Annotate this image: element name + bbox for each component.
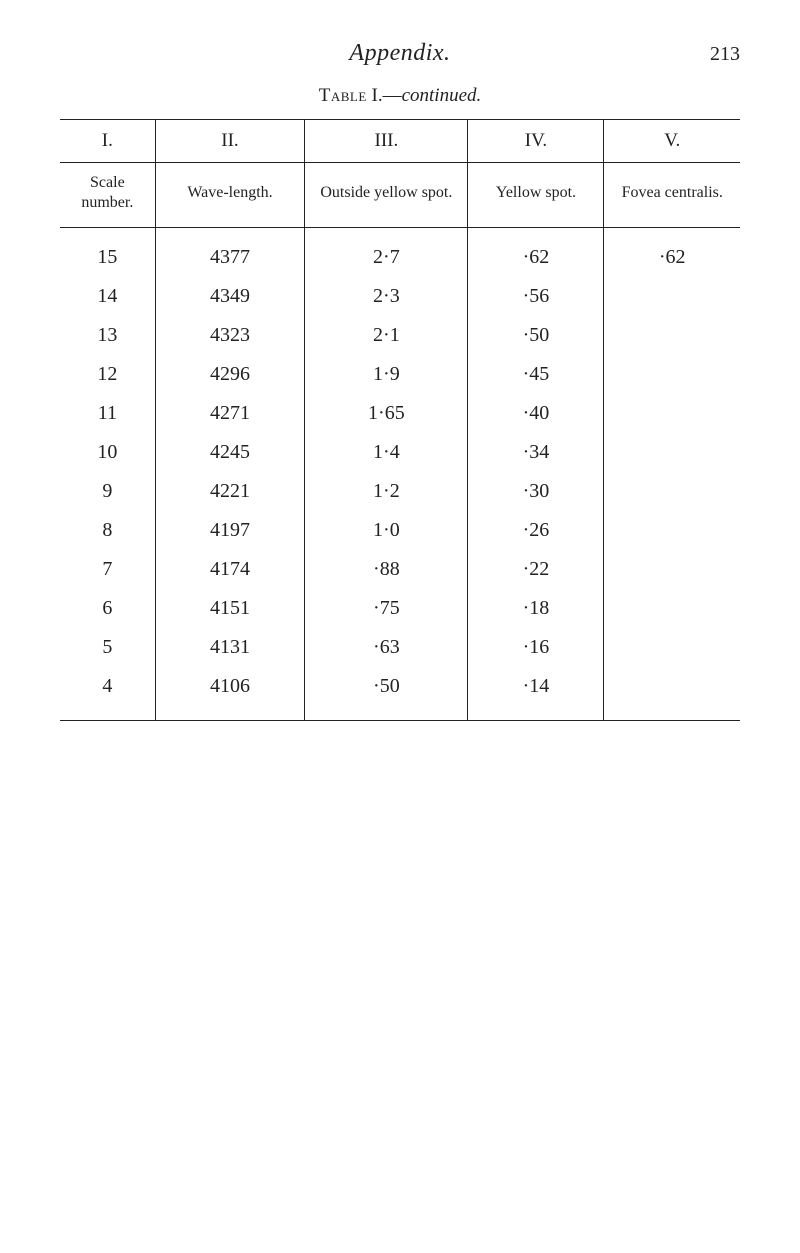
table-cell: ·18 (468, 589, 604, 628)
table-cell: 5 (60, 628, 155, 667)
table-cell: 4323 (155, 316, 305, 355)
table-row: 942211·2·30 (60, 472, 740, 511)
table-cell: 11 (60, 394, 155, 433)
table-cell: 7 (60, 550, 155, 589)
table-cell: 14 (60, 277, 155, 316)
data-table: I. II. III. IV. V. Scale number. Wave-le… (60, 119, 740, 721)
table-row: 64151·75·18 (60, 589, 740, 628)
table-row: 54131·63·16 (60, 628, 740, 667)
table-cell (604, 667, 740, 721)
table-cell (604, 472, 740, 511)
table-cell: 4349 (155, 277, 305, 316)
table-header-label-row: Scale number. Wave-length. Outside yello… (60, 163, 740, 228)
table-cell: ·16 (468, 628, 604, 667)
table-row: 1443492·3·56 (60, 277, 740, 316)
page-number: 213 (680, 43, 740, 66)
table-cell (604, 433, 740, 472)
table-cell: 4221 (155, 472, 305, 511)
table-cell: 4271 (155, 394, 305, 433)
table-cell: ·56 (468, 277, 604, 316)
page-title: Appendix. (120, 40, 680, 67)
table-cell (604, 628, 740, 667)
table-cell: 8 (60, 511, 155, 550)
col-head-roman: I. (60, 120, 155, 163)
table-cell: ·63 (305, 628, 468, 667)
table-cell: 9 (60, 472, 155, 511)
table-cell: 1·0 (305, 511, 468, 550)
table-cell: 2·7 (305, 228, 468, 278)
table-caption: Table I.—continued. (60, 85, 740, 107)
table-cell: 6 (60, 589, 155, 628)
table-cell: ·62 (468, 228, 604, 278)
table-cell: 4106 (155, 667, 305, 721)
table-cell: ·50 (305, 667, 468, 721)
table-cell (604, 589, 740, 628)
table-cell: 10 (60, 433, 155, 472)
table-row: 74174·88·22 (60, 550, 740, 589)
table-cell: 4296 (155, 355, 305, 394)
table-cell: ·26 (468, 511, 604, 550)
table-cell (604, 511, 740, 550)
table-row: 841971·0·26 (60, 511, 740, 550)
table-cell (604, 550, 740, 589)
col-head-label: Yellow spot. (468, 163, 604, 228)
col-head-roman: II. (155, 120, 305, 163)
table-row: 1242961·9·45 (60, 355, 740, 394)
table-cell: 2·1 (305, 316, 468, 355)
col-head-label: Scale number. (60, 163, 155, 228)
table-cell: 1·65 (305, 394, 468, 433)
table-cell: ·22 (468, 550, 604, 589)
table-cell: 4151 (155, 589, 305, 628)
col-head-roman: IV. (468, 120, 604, 163)
table-cell: 15 (60, 228, 155, 278)
table-body: 1543772·7·62·621443492·3·561343232·1·501… (60, 228, 740, 721)
table-cell: 2·3 (305, 277, 468, 316)
table-cell (604, 355, 740, 394)
table-cell: ·75 (305, 589, 468, 628)
table-header-roman-row: I. II. III. IV. V. (60, 120, 740, 163)
caption-roman: I.— (367, 85, 402, 106)
page-container: Appendix. 213 Table I.—continued. I. II.… (0, 0, 800, 721)
col-head-label: Outside yellow spot. (305, 163, 468, 228)
table-cell: ·40 (468, 394, 604, 433)
table-cell: ·34 (468, 433, 604, 472)
caption-suffix: continued. (402, 85, 482, 106)
table-cell (604, 277, 740, 316)
col-head-label: Fovea centralis. (604, 163, 740, 228)
table-cell: ·30 (468, 472, 604, 511)
table-cell: ·45 (468, 355, 604, 394)
table-row: 1142711·65·40 (60, 394, 740, 433)
col-head-roman: V. (604, 120, 740, 163)
col-head-roman: III. (305, 120, 468, 163)
running-header: Appendix. 213 (60, 40, 740, 67)
table-cell: 4174 (155, 550, 305, 589)
table-cell: ·88 (305, 550, 468, 589)
table-row: 44106·50·14 (60, 667, 740, 721)
table-row: 1343232·1·50 (60, 316, 740, 355)
table-cell: 1·4 (305, 433, 468, 472)
table-cell: 13 (60, 316, 155, 355)
table-cell: ·62 (604, 228, 740, 278)
table-cell: 4131 (155, 628, 305, 667)
col-head-label: Wave-length. (155, 163, 305, 228)
table-cell: 4197 (155, 511, 305, 550)
table-row: 1042451·4·34 (60, 433, 740, 472)
table-cell: 1·2 (305, 472, 468, 511)
table-cell (604, 316, 740, 355)
table-cell: 4 (60, 667, 155, 721)
table-cell (604, 394, 740, 433)
table-cell: ·50 (468, 316, 604, 355)
table-cell: 12 (60, 355, 155, 394)
table-cell: 4245 (155, 433, 305, 472)
table-cell: 1·9 (305, 355, 468, 394)
table-cell: 4377 (155, 228, 305, 278)
table-row: 1543772·7·62·62 (60, 228, 740, 278)
caption-prefix: Table (319, 85, 367, 106)
table-cell: ·14 (468, 667, 604, 721)
